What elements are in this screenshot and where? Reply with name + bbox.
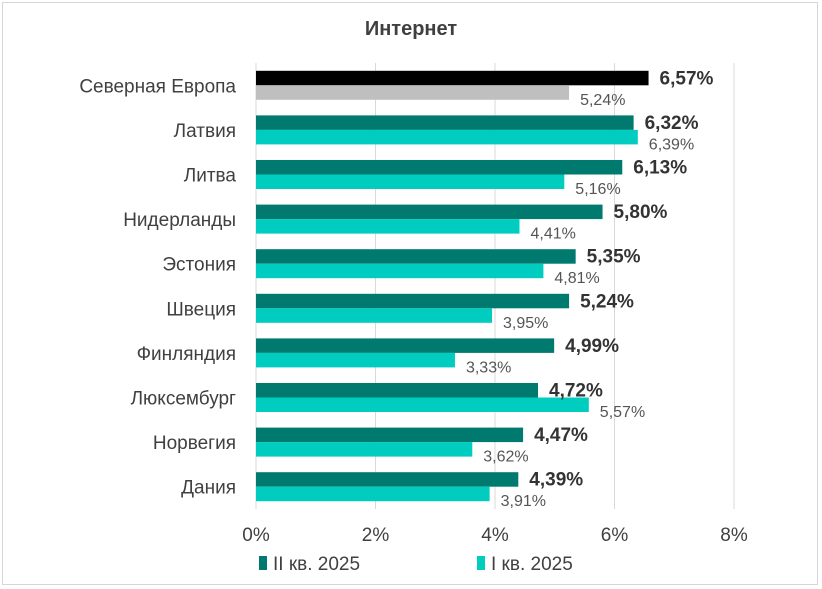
category-label: Люксембург: [131, 389, 236, 410]
data-label-series-1: 5,35%: [587, 247, 641, 268]
category-label: Латвия: [174, 121, 236, 142]
legend-label-series-1: II кв. 2025: [273, 554, 360, 575]
bar-series-2: [256, 85, 570, 100]
x-tick-label: 6%: [601, 525, 629, 546]
category-label: Нидерланды: [123, 210, 236, 231]
data-label-series-1: 4,39%: [529, 470, 583, 491]
bar-series-1: [256, 383, 539, 398]
data-label-series-2: 3,91%: [501, 493, 546, 510]
category-label: Литва: [184, 166, 237, 187]
bar-series-2: [256, 486, 490, 502]
x-tick-label: 4%: [481, 525, 509, 546]
category-label: Дания: [181, 478, 236, 499]
bar-series-2: [256, 263, 544, 279]
data-label-series-1: 4,72%: [549, 381, 603, 402]
category-label: Эстония: [162, 255, 236, 276]
category-label: Северная Европа: [79, 76, 236, 97]
bar-series-1: [256, 70, 649, 86]
bar-series-2: [256, 174, 565, 189]
data-label-series-2: 6,39%: [649, 136, 694, 153]
data-label-series-2: 3,95%: [503, 315, 548, 332]
data-label-series-2: 4,41%: [530, 226, 575, 243]
x-tick-label: 0%: [242, 525, 270, 546]
legend-swatch-series-2: [477, 556, 485, 570]
data-label-series-2: 3,33%: [466, 359, 511, 376]
bar-series-1: [256, 293, 570, 309]
x-tick-label: 8%: [720, 525, 748, 546]
bar-series-2: [256, 219, 520, 234]
bar-series-1: [256, 427, 524, 443]
data-label-series-1: 5,24%: [580, 291, 634, 312]
data-label-series-2: 5,24%: [580, 92, 625, 109]
legend-swatch-series-1: [259, 556, 267, 570]
bar-series-1: [256, 204, 603, 220]
data-label-series-1: 6,57%: [660, 68, 714, 89]
data-label-series-1: 5,80%: [614, 202, 668, 223]
bar-series-1: [256, 472, 519, 487]
data-label-series-1: 4,47%: [534, 425, 588, 446]
legend-label-series-2: I кв. 2025: [491, 554, 573, 575]
category-label: Финляндия: [137, 344, 236, 365]
data-label-series-2: 4,81%: [554, 270, 599, 287]
category-label: Швеция: [166, 299, 236, 320]
data-label-series-1: 6,32%: [645, 113, 699, 134]
bar-series-1: [256, 160, 623, 175]
data-label-series-1: 4,99%: [565, 336, 619, 357]
category-label: Норвегия: [153, 433, 236, 454]
x-tick-label: 2%: [362, 525, 390, 546]
bar-series-2: [256, 397, 589, 412]
bar-series-2: [256, 308, 493, 323]
bar-series-1: [256, 249, 576, 264]
data-label-series-2: 5,57%: [600, 404, 645, 421]
data-label-series-1: 6,13%: [633, 158, 687, 179]
chart-title: Интернет: [364, 18, 458, 40]
data-label-series-2: 3,62%: [483, 449, 528, 466]
bar-series-1: [256, 338, 555, 353]
bar-series-2: [256, 442, 473, 457]
bar-series-2: [256, 352, 455, 368]
bar-series-2: [256, 129, 638, 145]
data-label-series-2: 5,16%: [575, 181, 620, 198]
bar-series-1: [256, 115, 634, 130]
